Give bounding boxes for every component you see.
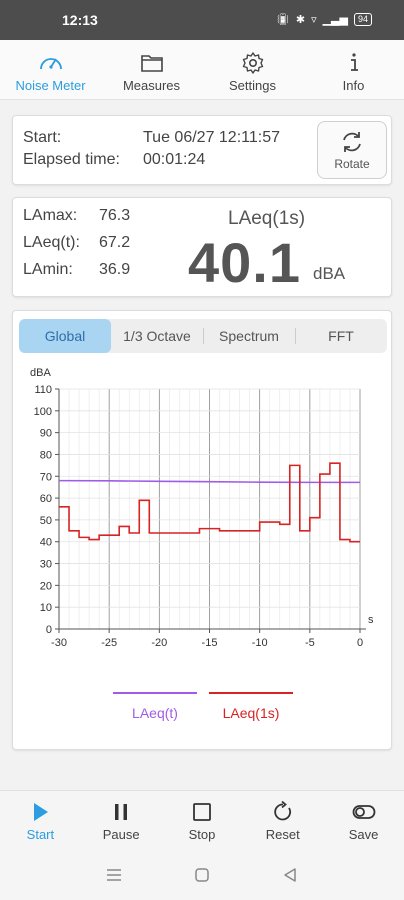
noise-chart: 0 10 20 30 40 50 60 70 80 90 100 110 -30 -25 -20 -15 -10… [13, 359, 391, 749]
elapsed-label: Elapsed time: [23, 151, 120, 169]
stop-button[interactable]: Stop [162, 791, 243, 850]
info-icon [341, 50, 367, 76]
current-level-title: LAeq(1s) [228, 208, 305, 230]
chart-tabs: Global 1/3 Octave Spectrum FFT [19, 319, 387, 353]
top-navigation: Noise Meter Measures Settings Info [0, 40, 404, 100]
start-label: Start [27, 827, 54, 842]
tab-label: Measures [123, 78, 180, 93]
laeqt-label: LAeq(t): [23, 234, 80, 252]
y-tick-label: 0 [46, 624, 52, 636]
y-tick-label: 30 [40, 559, 52, 571]
tab-noise-meter[interactable]: Noise Meter [0, 40, 101, 99]
x-tick-label: -10 [252, 637, 268, 649]
x-tick-label: -20 [151, 637, 167, 649]
home-icon[interactable] [192, 865, 212, 885]
status-bar: 12:13 📳︎ ✱ ▿ ▁▃▅ 94 [0, 0, 404, 40]
y-axis-label: dBA [30, 367, 51, 379]
bluetooth-icon: ✱ [296, 13, 305, 26]
reset-button[interactable]: Reset [242, 791, 323, 850]
tab-info[interactable]: Info [303, 40, 404, 99]
vibrate-icon: 📳︎ [276, 13, 290, 26]
tab-measures[interactable]: Measures [101, 40, 202, 99]
chart-card: Global 1/3 Octave Spectrum FFT 0 10 20 30 40… [12, 310, 392, 750]
tab-fft[interactable]: FFT [295, 319, 387, 353]
y-tick-label: 50 [40, 515, 52, 527]
current-level-value: 40.1 [188, 230, 301, 295]
tab-spectrum[interactable]: Spectrum [203, 319, 295, 353]
session-card: Start: Tue 06/27 12:11:57 Elapsed time: … [12, 115, 392, 185]
signal-icon: ▁▃▅ [323, 13, 348, 26]
lamax-value: 76.3 [99, 207, 130, 225]
speedometer-icon [38, 50, 64, 76]
back-icon[interactable] [280, 865, 300, 885]
y-tick-label: 110 [34, 384, 52, 396]
gear-icon [240, 50, 266, 76]
pause-label: Pause [103, 827, 140, 842]
y-tick-label: 20 [40, 580, 52, 592]
status-time: 12:13 [62, 12, 98, 28]
x-tick-label: -25 [101, 637, 117, 649]
stop-label: Stop [189, 827, 216, 842]
bottom-controls: Start Pause Stop Reset Save [0, 790, 404, 850]
levels-card: LAmax: 76.3 LAeq(t): 67.2 LAmin: 36.9 LA… [12, 197, 392, 297]
wifi-icon: ▿ [311, 13, 317, 26]
lamin-value: 36.9 [99, 261, 130, 279]
y-tick-label: 80 [40, 449, 52, 461]
save-label: Save [349, 827, 379, 842]
elapsed-value: 00:01:24 [143, 151, 205, 169]
start-label: Start: [23, 129, 61, 147]
x-tick-label: 0 [357, 637, 363, 649]
x-tick-label: -5 [305, 637, 315, 649]
start-value: Tue 06/27 12:11:57 [143, 129, 280, 147]
pause-icon [109, 800, 133, 824]
tab-label: Info [343, 78, 365, 93]
y-tick-label: 100 [34, 406, 52, 418]
start-button[interactable]: Start [0, 791, 81, 850]
tab-global[interactable]: Global [19, 319, 111, 353]
rotate-icon [339, 129, 365, 155]
play-icon [28, 800, 52, 824]
reset-label: Reset [266, 827, 300, 842]
tab-label: Noise Meter [15, 78, 85, 93]
x-axis-label: s [368, 614, 374, 626]
battery-icon: 94 [354, 13, 372, 26]
save-button[interactable]: Save [323, 791, 404, 850]
x-tick-label: -15 [202, 637, 218, 649]
legend-label: LAeq(1s) [223, 705, 280, 721]
stop-icon [190, 800, 214, 824]
legend-label: LAeq(t) [132, 705, 178, 721]
y-tick-label: 60 [40, 493, 52, 505]
y-tick-label: 10 [40, 602, 52, 614]
tab-third-octave[interactable]: 1/3 Octave [111, 319, 203, 353]
menu-icon[interactable] [104, 865, 124, 885]
lamin-label: LAmin: [23, 261, 73, 279]
tab-label: Settings [229, 78, 276, 93]
x-tick-label: -30 [51, 637, 67, 649]
reset-icon [271, 800, 295, 824]
lamax-label: LAmax: [23, 207, 77, 225]
save-toggle-icon [352, 800, 376, 824]
rotate-label: Rotate [334, 157, 369, 171]
current-level-unit: dBA [313, 264, 345, 284]
folder-icon [139, 50, 165, 76]
status-icons: 📳︎ ✱ ▿ ▁▃▅ 94 [276, 13, 372, 26]
pause-button[interactable]: Pause [81, 791, 162, 850]
y-tick-label: 40 [40, 537, 52, 549]
laeqt-value: 67.2 [99, 234, 130, 252]
y-tick-label: 90 [40, 428, 52, 440]
y-tick-label: 70 [40, 471, 52, 483]
system-navigation [0, 850, 404, 900]
rotate-button[interactable]: Rotate [317, 121, 387, 179]
tab-settings[interactable]: Settings [202, 40, 303, 99]
